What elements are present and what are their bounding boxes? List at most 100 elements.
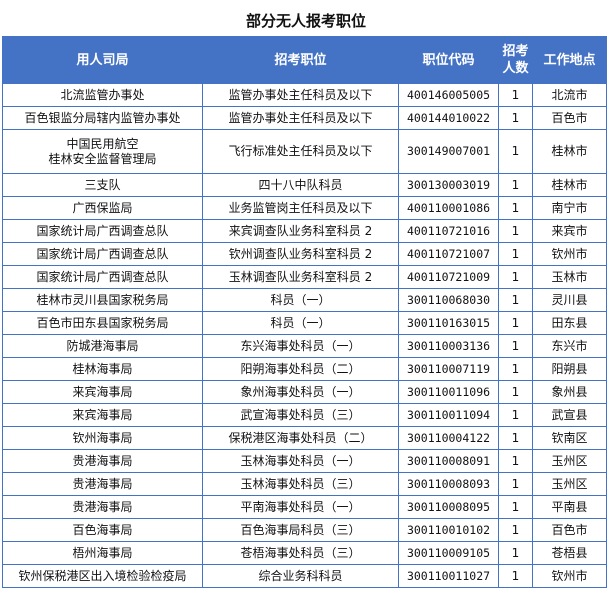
table-row: 国家统计局广西调查总队 来宾调查队业务科室科员 2 400110721016 1 来宾市 <box>2 219 607 243</box>
location-cell: 武宣县 <box>532 403 607 427</box>
position-cell: 苍梧海事处科员（三） <box>202 541 399 565</box>
department-cell: 桂林海事局 <box>2 357 203 381</box>
code-cell: 300110009105 <box>398 541 499 565</box>
location-cell: 玉林市 <box>532 265 607 289</box>
location-cell: 平南县 <box>532 495 607 519</box>
table-row: 百色银监分局辖内监管办事处 监管办事处主任科员及以下 400144010022 1 百色… <box>2 106 607 130</box>
department-cell: 钦州海事局 <box>2 426 203 450</box>
count-cell: 1 <box>498 219 533 243</box>
position-cell: 监管办事处主任科员及以下 <box>202 106 399 130</box>
count-cell: 1 <box>498 541 533 565</box>
position-cell: 监管办事处主任科员及以下 <box>202 83 399 107</box>
position-cell: 来宾调查队业务科室科员 2 <box>202 219 399 243</box>
location-cell: 田东县 <box>532 311 607 335</box>
table-row: 来宾海事局 象州海事处科员（一） 300110011096 1 象州县 <box>2 380 607 404</box>
position-cell: 综合业务科科员 <box>202 564 399 588</box>
code-cell: 300110008095 <box>398 495 499 519</box>
vacancy-table: 用人司局 招考职位 职位代码 招考 人数 工作地点 北流监管办事处 监管办事处主任… <box>2 36 607 588</box>
department-cell: 百色海事局 <box>2 518 203 542</box>
header-location: 工作地点 <box>532 36 607 84</box>
department-cell: 国家统计局广西调查总队 <box>2 265 203 289</box>
count-cell: 1 <box>498 129 533 174</box>
department-cell: 梧州海事局 <box>2 541 203 565</box>
department-cell: 百色银监分局辖内监管办事处 <box>2 106 203 130</box>
department-cell: 防城港海事局 <box>2 334 203 358</box>
table-row: 防城港海事局 东兴海事处科员（一） 300110003136 1 东兴市 <box>2 334 607 358</box>
count-cell: 1 <box>498 449 533 473</box>
location-cell: 钦州市 <box>532 242 607 266</box>
table-row: 广西保监局 业务监管岗主任科员及以下 400110001086 1 南宁市 <box>2 196 607 220</box>
table-row: 贵港海事局 平南海事处科员（一） 300110008095 1 平南县 <box>2 495 607 519</box>
position-cell: 科员（一） <box>202 311 399 335</box>
location-cell: 南宁市 <box>532 196 607 220</box>
department-cell: 贵港海事局 <box>2 495 203 519</box>
department-cell: 北流监管办事处 <box>2 83 203 107</box>
position-cell: 玉林海事处科员（三） <box>202 472 399 496</box>
location-cell: 北流市 <box>532 83 607 107</box>
table-row: 桂林海事局 阳朔海事处科员（二） 300110007119 1 阳朔县 <box>2 357 607 381</box>
department-cell: 百色市田东县国家税务局 <box>2 311 203 335</box>
code-cell: 300110011094 <box>398 403 499 427</box>
count-cell: 1 <box>498 380 533 404</box>
position-cell: 业务监管岗主任科员及以下 <box>202 196 399 220</box>
position-cell: 钦州调查队业务科室科员 2 <box>202 242 399 266</box>
location-cell: 玉州区 <box>532 472 607 496</box>
position-cell: 阳朔海事处科员（二） <box>202 357 399 381</box>
count-cell: 1 <box>498 472 533 496</box>
count-cell: 1 <box>498 311 533 335</box>
code-cell: 400110721009 <box>398 265 499 289</box>
position-cell: 玉林调查队业务科室科员 2 <box>202 265 399 289</box>
table-row: 中国民用航空 桂林安全监督管理局 飞行标准处主任科员及以下 300149007001… <box>2 129 607 174</box>
table-row: 梧州海事局 苍梧海事处科员（三） 300110009105 1 苍梧县 <box>2 541 607 565</box>
count-cell: 1 <box>498 106 533 130</box>
location-cell: 阳朔县 <box>532 357 607 381</box>
department-cell: 贵港海事局 <box>2 449 203 473</box>
header-department: 用人司局 <box>2 36 203 84</box>
header-row: 用人司局 招考职位 职位代码 招考 人数 工作地点 <box>2 36 607 84</box>
count-cell: 1 <box>498 83 533 107</box>
location-cell: 钦州市 <box>532 564 607 588</box>
count-cell: 1 <box>498 242 533 266</box>
location-cell: 来宾市 <box>532 219 607 243</box>
count-cell: 1 <box>498 334 533 358</box>
table-row: 贵港海事局 玉林海事处科员（一） 300110008091 1 玉州区 <box>2 449 607 473</box>
department-cell: 国家统计局广西调查总队 <box>2 242 203 266</box>
position-cell: 玉林海事处科员（一） <box>202 449 399 473</box>
table-row: 国家统计局广西调查总队 钦州调查队业务科室科员 2 400110721007 1 钦州市 <box>2 242 607 266</box>
table-row: 钦州保税港区出入境检验检疫局 综合业务科科员 300110011027 1 钦州市 <box>2 564 607 588</box>
position-cell: 象州海事处科员（一） <box>202 380 399 404</box>
table-title: 部分无人报考职位 <box>245 12 366 30</box>
location-cell: 钦南区 <box>532 426 607 450</box>
code-cell: 300110008093 <box>398 472 499 496</box>
position-cell: 科员（一） <box>202 288 399 312</box>
location-cell: 象州县 <box>532 380 607 404</box>
position-cell: 保税港区海事处科员（二） <box>202 426 399 450</box>
count-cell: 1 <box>498 357 533 381</box>
table-row: 来宾海事局 武宣海事处科员（三） 300110011094 1 武宣县 <box>2 403 607 427</box>
code-cell: 300130003019 <box>398 173 499 197</box>
code-cell: 400110721007 <box>398 242 499 266</box>
department-cell: 来宾海事局 <box>2 403 203 427</box>
code-cell: 300110007119 <box>398 357 499 381</box>
location-cell: 玉州区 <box>532 449 607 473</box>
count-cell: 1 <box>498 518 533 542</box>
code-cell: 400110001086 <box>398 196 499 220</box>
location-cell: 百色市 <box>532 106 607 130</box>
location-cell: 桂林市 <box>532 173 607 197</box>
code-cell: 300110003136 <box>398 334 499 358</box>
code-cell: 400144010022 <box>398 106 499 130</box>
code-cell: 300149007001 <box>398 129 499 174</box>
code-cell: 300110011096 <box>398 380 499 404</box>
department-cell: 三支队 <box>2 173 203 197</box>
position-cell: 百色海事局科员（三） <box>202 518 399 542</box>
table-row: 百色海事局 百色海事局科员（三） 300110010102 1 百色市 <box>2 518 607 542</box>
code-cell: 300110011027 <box>398 564 499 588</box>
table-row: 桂林市灵川县国家税务局 科员（一） 300110068030 1 灵川县 <box>2 288 607 312</box>
position-cell: 东兴海事处科员（一） <box>202 334 399 358</box>
code-cell: 300110004122 <box>398 426 499 450</box>
count-cell: 1 <box>498 495 533 519</box>
department-cell: 钦州保税港区出入境检验检疫局 <box>2 564 203 588</box>
location-cell: 百色市 <box>532 518 607 542</box>
table-row: 百色市田东县国家税务局 科员（一） 300110163015 1 田东县 <box>2 311 607 335</box>
count-cell: 1 <box>498 265 533 289</box>
